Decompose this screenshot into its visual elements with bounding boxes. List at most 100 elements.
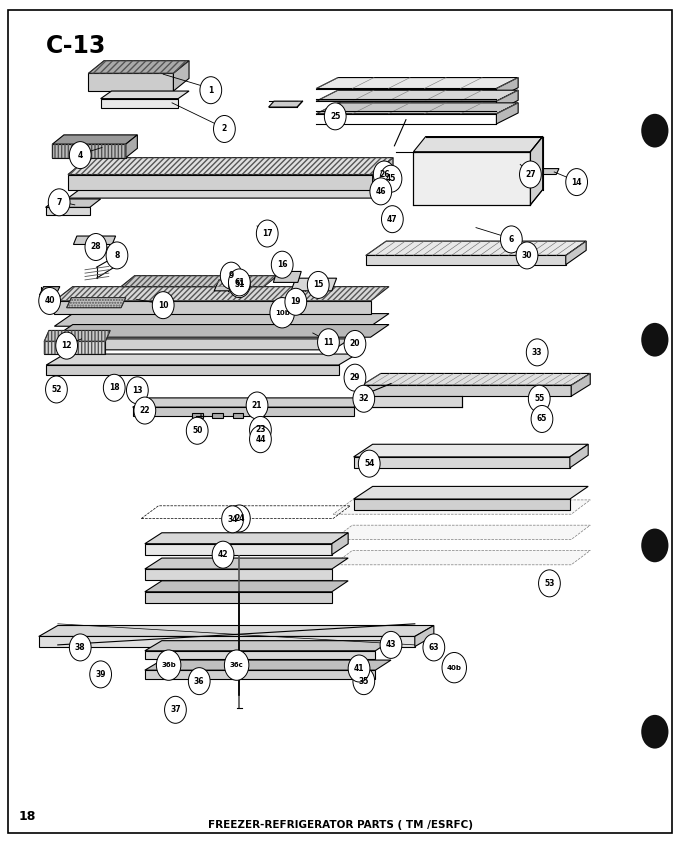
Polygon shape [145, 581, 348, 592]
Text: 55: 55 [534, 395, 545, 403]
Text: 39: 39 [95, 670, 106, 679]
Polygon shape [44, 330, 110, 341]
Circle shape [370, 178, 392, 205]
Circle shape [271, 251, 293, 278]
Polygon shape [88, 73, 173, 91]
Text: 20: 20 [350, 340, 360, 348]
Text: 22: 22 [139, 406, 150, 415]
Polygon shape [145, 533, 348, 544]
Circle shape [353, 385, 375, 412]
Text: 47: 47 [387, 215, 398, 223]
Polygon shape [362, 385, 571, 396]
Circle shape [348, 655, 370, 682]
Circle shape [380, 631, 402, 658]
Text: 63: 63 [428, 643, 439, 652]
Circle shape [373, 161, 395, 188]
Text: 61: 61 [234, 278, 245, 287]
Text: 23: 23 [255, 426, 266, 434]
Circle shape [85, 234, 107, 260]
Circle shape [528, 385, 550, 412]
Text: 15: 15 [313, 281, 324, 289]
Text: 65: 65 [537, 415, 547, 423]
Circle shape [344, 364, 366, 391]
Polygon shape [373, 158, 393, 190]
Text: 6: 6 [509, 235, 514, 244]
Text: 16: 16 [277, 260, 288, 269]
Text: 42: 42 [218, 550, 228, 559]
Polygon shape [332, 533, 348, 555]
Circle shape [228, 269, 250, 296]
Polygon shape [233, 413, 243, 418]
Text: 44: 44 [255, 435, 266, 443]
Circle shape [126, 377, 148, 404]
Polygon shape [413, 137, 543, 152]
Text: 10b: 10b [275, 309, 290, 316]
Polygon shape [54, 314, 389, 326]
Text: 13: 13 [132, 386, 143, 395]
Text: 21: 21 [252, 401, 262, 410]
Text: 4: 4 [78, 151, 83, 159]
Circle shape [566, 169, 588, 196]
Circle shape [46, 376, 67, 403]
Text: 54: 54 [364, 459, 375, 468]
Polygon shape [333, 500, 590, 514]
Circle shape [69, 142, 91, 169]
Polygon shape [145, 569, 332, 580]
Polygon shape [68, 183, 393, 198]
Text: 45: 45 [386, 175, 396, 183]
Polygon shape [44, 341, 105, 354]
Circle shape [134, 397, 156, 424]
Polygon shape [273, 271, 301, 282]
Polygon shape [39, 636, 415, 647]
Text: 53: 53 [544, 579, 555, 588]
Polygon shape [46, 354, 357, 365]
Text: 32: 32 [358, 395, 369, 403]
Polygon shape [570, 444, 588, 468]
Circle shape [69, 634, 91, 661]
Circle shape [250, 416, 271, 443]
Polygon shape [413, 152, 530, 205]
Text: 17: 17 [262, 229, 273, 238]
Circle shape [307, 271, 329, 298]
Text: 40: 40 [44, 297, 55, 305]
Text: 2: 2 [222, 125, 227, 133]
Circle shape [641, 529, 668, 562]
Circle shape [224, 650, 249, 680]
Text: 25: 25 [330, 112, 341, 121]
Polygon shape [530, 137, 543, 205]
Polygon shape [566, 241, 586, 265]
Text: 18: 18 [19, 810, 37, 823]
Text: 28: 28 [90, 243, 101, 251]
Polygon shape [415, 626, 434, 647]
Polygon shape [333, 550, 590, 565]
Polygon shape [121, 276, 277, 287]
Polygon shape [67, 298, 126, 308]
Polygon shape [366, 241, 586, 255]
Polygon shape [354, 444, 588, 457]
Circle shape [318, 329, 339, 356]
Polygon shape [126, 135, 137, 158]
Circle shape [423, 634, 445, 661]
Text: 38: 38 [75, 643, 86, 652]
Text: 37: 37 [170, 706, 181, 714]
Text: 1: 1 [208, 86, 214, 94]
Text: 7: 7 [56, 198, 62, 207]
Polygon shape [366, 396, 462, 407]
Circle shape [246, 392, 268, 419]
Text: 33: 33 [532, 348, 543, 357]
Circle shape [520, 161, 541, 188]
Circle shape [39, 287, 61, 314]
Circle shape [285, 288, 307, 315]
Text: 30: 30 [522, 251, 532, 260]
Polygon shape [291, 278, 337, 291]
Circle shape [186, 417, 208, 444]
Polygon shape [496, 78, 518, 99]
Text: 43: 43 [386, 641, 396, 649]
Circle shape [212, 541, 234, 568]
Text: 36: 36 [194, 677, 205, 685]
Circle shape [200, 77, 222, 104]
Text: 19: 19 [290, 298, 301, 306]
Circle shape [106, 242, 128, 269]
Circle shape [500, 226, 522, 253]
Polygon shape [145, 670, 375, 679]
